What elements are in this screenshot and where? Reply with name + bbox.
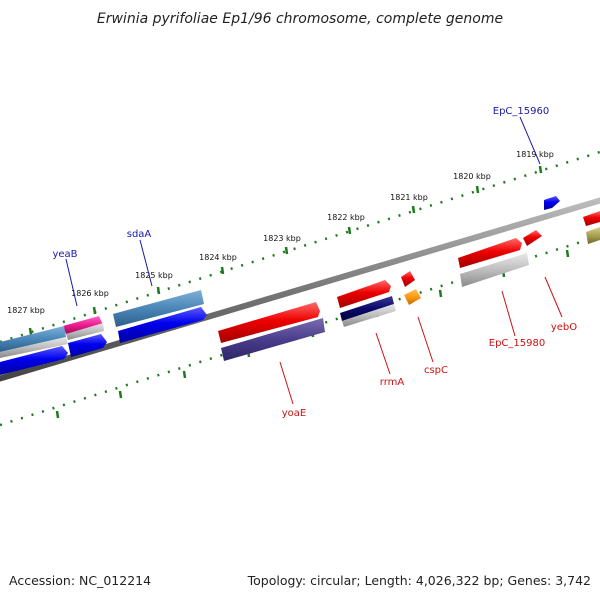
gene-feature[interactable]: [586, 227, 600, 244]
upper-major-ticks: [28, 165, 543, 336]
kbp-label: 1821 kbp: [390, 193, 428, 202]
gene-label-EpC_15960[interactable]: EpC_15960: [493, 106, 549, 117]
kbp-label: 1823 kbp: [263, 234, 301, 243]
genome-backbone: [0, 197, 600, 382]
gene-sdaA-feature[interactable]: [113, 290, 204, 327]
gene-EpC_15980-feature[interactable]: [458, 238, 522, 268]
kbp-label: 1822 kbp: [327, 213, 365, 222]
gene-feature-shadow: [0, 337, 68, 358]
gene-rrmA-shadow: [340, 296, 394, 321]
gene-label-yeaB[interactable]: yeaB: [52, 249, 77, 260]
gene-yoaE-shadow: [221, 318, 325, 361]
gene-label-yebO[interactable]: yebO: [551, 322, 577, 333]
gene-yeaB-shadow: [66, 323, 104, 340]
gene-yebO-feature[interactable]: [523, 230, 542, 246]
gene-rrmA-shadow-gray: [342, 304, 396, 327]
gene-label-cspC[interactable]: cspC: [424, 365, 448, 376]
gene-feature[interactable]: [68, 334, 107, 357]
gene-feature[interactable]: [0, 346, 68, 375]
kbp-label: 1824 kbp: [199, 253, 237, 262]
kbp-label: 1826 kbp: [71, 289, 109, 298]
map-title: Erwinia pyrifoliae Ep1/96 chromosome, co…: [97, 11, 503, 27]
gene-label-rrmA[interactable]: rrmA: [380, 377, 405, 388]
gene-label-yoaE[interactable]: yoaE: [282, 408, 306, 419]
gene-feature[interactable]: [0, 326, 66, 352]
gene-EpC_15960-feature[interactable]: [544, 196, 560, 210]
top-gene-labels: EpC_15960 sdaA yeaB: [52, 106, 549, 307]
gene-label-sdaA[interactable]: sdaA: [127, 229, 152, 240]
gene-yeaB-feature[interactable]: [63, 316, 103, 334]
kbp-label: 1827 kbp: [7, 306, 45, 315]
forward-strand-genes: [0, 196, 600, 375]
accession-text: Accession: NC_012214: [9, 573, 151, 588]
gene-rrmA-feature[interactable]: [337, 280, 391, 308]
gene-sdaA-shadow: [118, 307, 207, 343]
gene-cspC-feature[interactable]: [401, 271, 415, 287]
kbp-label: 1819 kbp: [516, 150, 554, 159]
genome-summary-text: Topology: circular; Length: 4,026,322 bp…: [247, 573, 591, 588]
bottom-gene-labels: EpC_15980 yebO cspC rrmA yoaE: [279, 276, 577, 419]
gene-EpC_15980-shadow: [460, 253, 529, 287]
gene-label-EpC_15980[interactable]: EpC_15980: [489, 338, 545, 349]
kbp-label: 1820 kbp: [453, 172, 491, 181]
kbp-label: 1825 kbp: [135, 271, 173, 280]
gene-cspC-feature-orange[interactable]: [404, 289, 421, 305]
gene-yoaE-feature[interactable]: [218, 302, 320, 343]
gene-feature[interactable]: [583, 211, 600, 226]
